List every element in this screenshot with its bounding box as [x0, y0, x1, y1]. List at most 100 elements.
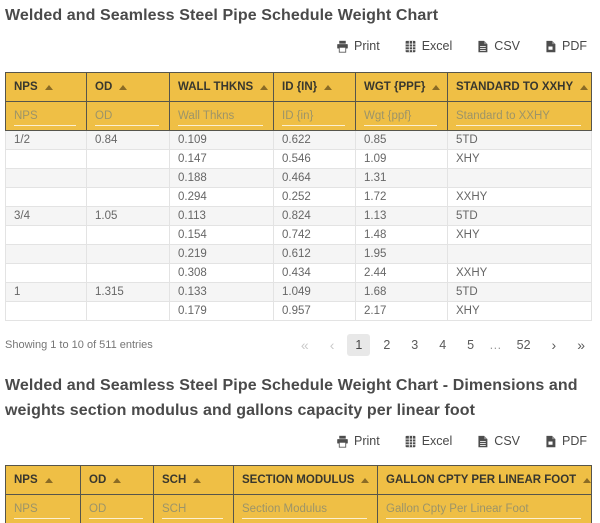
column-header-od[interactable]: OD [86, 72, 170, 102]
table-cell [86, 263, 170, 283]
sort-asc-icon [113, 478, 122, 483]
filter-input-standard-to-xxhy[interactable] [456, 106, 581, 127]
table-cell [86, 244, 170, 264]
column-label: ID {IN} [282, 81, 318, 93]
pdf-button[interactable]: PDF [544, 434, 587, 448]
header-row: NPS OD SCH SECTION MODULUS GALLON CPTY PER L… [5, 465, 592, 495]
filter-cell [86, 101, 170, 131]
column-header-id-in[interactable]: ID {IN} [273, 72, 356, 102]
table-cell: 0.434 [273, 263, 356, 283]
table-cell: 0.179 [169, 301, 274, 321]
filter-input-nps[interactable] [14, 499, 70, 520]
table-cell: 1.31 [355, 168, 448, 188]
filter-cell [5, 101, 87, 131]
filter-cell [80, 494, 154, 523]
export-button-label: CSV [494, 434, 520, 448]
page-next-button[interactable]: › [551, 337, 557, 353]
sort-asc-icon [432, 85, 441, 90]
sort-asc-icon [361, 478, 370, 483]
export-button-label: Excel [421, 39, 453, 53]
filter-input-wgt-ppf[interactable] [364, 106, 437, 127]
column-label: SCH [162, 474, 187, 486]
filter-cell [273, 101, 356, 131]
excel-button[interactable]: Excel [404, 434, 452, 448]
column-header-nps[interactable]: NPS [5, 465, 81, 495]
export-button-label: Print [354, 434, 380, 448]
sort-asc-icon [119, 85, 128, 90]
filter-input-sch[interactable] [162, 499, 223, 520]
filter-input-nps[interactable] [14, 106, 76, 127]
table-cell [86, 149, 170, 169]
table-cell: 1.72 [355, 187, 448, 207]
table-cell [5, 225, 87, 245]
column-label: NPS [14, 81, 38, 93]
page-prev-button[interactable]: ‹ [329, 337, 335, 353]
column-header-od[interactable]: OD [80, 465, 154, 495]
filter-cell [233, 494, 378, 523]
table-cell: 5TD [447, 206, 592, 226]
filter-input-section-modulus[interactable] [242, 499, 367, 520]
filter-input-id-in[interactable] [282, 106, 345, 127]
table-row: 0.188 0.464 1.31 [5, 168, 592, 188]
column-header-sch[interactable]: SCH [153, 465, 234, 495]
table-cell: 0.219 [169, 244, 274, 264]
table-cell [86, 301, 170, 321]
page-button-4[interactable]: 4 [439, 338, 447, 352]
sort-asc-icon [193, 478, 202, 483]
column-header-nps[interactable]: NPS [5, 72, 87, 102]
table-cell: 0.546 [273, 149, 356, 169]
filter-input-wall-thkns[interactable] [178, 106, 263, 127]
table-cell: 1.05 [86, 206, 170, 226]
page-button-52[interactable]: 52 [516, 338, 531, 352]
print-button[interactable]: Print [336, 39, 380, 53]
table-cell [447, 244, 592, 264]
table-cell: 0.85 [355, 130, 448, 150]
filter-input-od[interactable] [89, 499, 143, 520]
header-row: NPS OD WALL THKNS ID {IN} WGT {PPF} STANDARD … [5, 72, 592, 102]
page-first-button[interactable]: « [300, 337, 309, 353]
table-row: 1/2 0.84 0.109 0.622 0.85 5TD [5, 130, 592, 150]
column-label: OD [95, 81, 113, 93]
csv-button[interactable]: CSV [476, 434, 520, 448]
page-title-dimensions: Welded and Seamless Steel Pipe Schedule … [5, 377, 578, 419]
table-cell: 0.308 [169, 263, 274, 283]
column-header-wall-thkns[interactable]: WALL THKNS [169, 72, 274, 102]
table-cell: 1 [5, 282, 87, 302]
table-cell: 1/2 [5, 130, 87, 150]
column-header-section-modulus[interactable]: SECTION MODULUS [233, 465, 378, 495]
table-cell: 0.109 [169, 130, 274, 150]
filter-input-od[interactable] [95, 106, 159, 127]
table-cell: 0.742 [273, 225, 356, 245]
column-header-gallon-cpty-per-linear-foot[interactable]: GALLON CPTY PER LINEAR FOOT [377, 465, 592, 495]
excel-button[interactable]: Excel [404, 39, 453, 53]
column-header-standard-to-xxhy[interactable]: STANDARD TO XXHY [447, 72, 592, 102]
filter-input-gallon-cpty-per-linear-foot[interactable] [386, 499, 581, 520]
table-cell: 0.154 [169, 225, 274, 245]
table-row: 0.308 0.434 2.44 XXHY [5, 263, 592, 283]
table-cell: 1.68 [355, 282, 448, 302]
table-cell: 1.049 [273, 282, 356, 302]
column-header-wgt-ppf[interactable]: WGT {PPF} [355, 72, 448, 102]
print-button[interactable]: Print [336, 434, 380, 448]
table-cell: 5TD [447, 130, 592, 150]
page-button-1[interactable]: 1 [347, 334, 371, 356]
table-cell: XHY [447, 225, 592, 245]
table-cell: 1.315 [86, 282, 170, 302]
filter-cell [153, 494, 234, 523]
pagination-bar: Showing 1 to 10 of 511 entries « ‹ 1 2 3 4 5 … 5… [5, 332, 595, 358]
column-label: OD [89, 474, 107, 486]
filter-row [5, 101, 592, 131]
table-row: 0.179 0.957 2.17 XHY [5, 301, 592, 321]
table-cell: 0.84 [86, 130, 170, 150]
pdf-button[interactable]: PDF [544, 39, 587, 53]
table-row: 3/4 1.05 0.113 0.824 1.13 5TD [5, 206, 592, 226]
page-button-3[interactable]: 3 [411, 338, 419, 352]
csv-button[interactable]: CSV [476, 39, 520, 53]
page-button-5[interactable]: 5 [467, 338, 475, 352]
print-icon [336, 40, 349, 53]
table-cell: 0.147 [169, 149, 274, 169]
sort-asc-icon [44, 85, 53, 90]
page-last-button[interactable]: » [577, 337, 585, 353]
pagination: « ‹ 1 2 3 4 5 … 52 › » [293, 334, 593, 356]
page-button-2[interactable]: 2 [383, 338, 391, 352]
